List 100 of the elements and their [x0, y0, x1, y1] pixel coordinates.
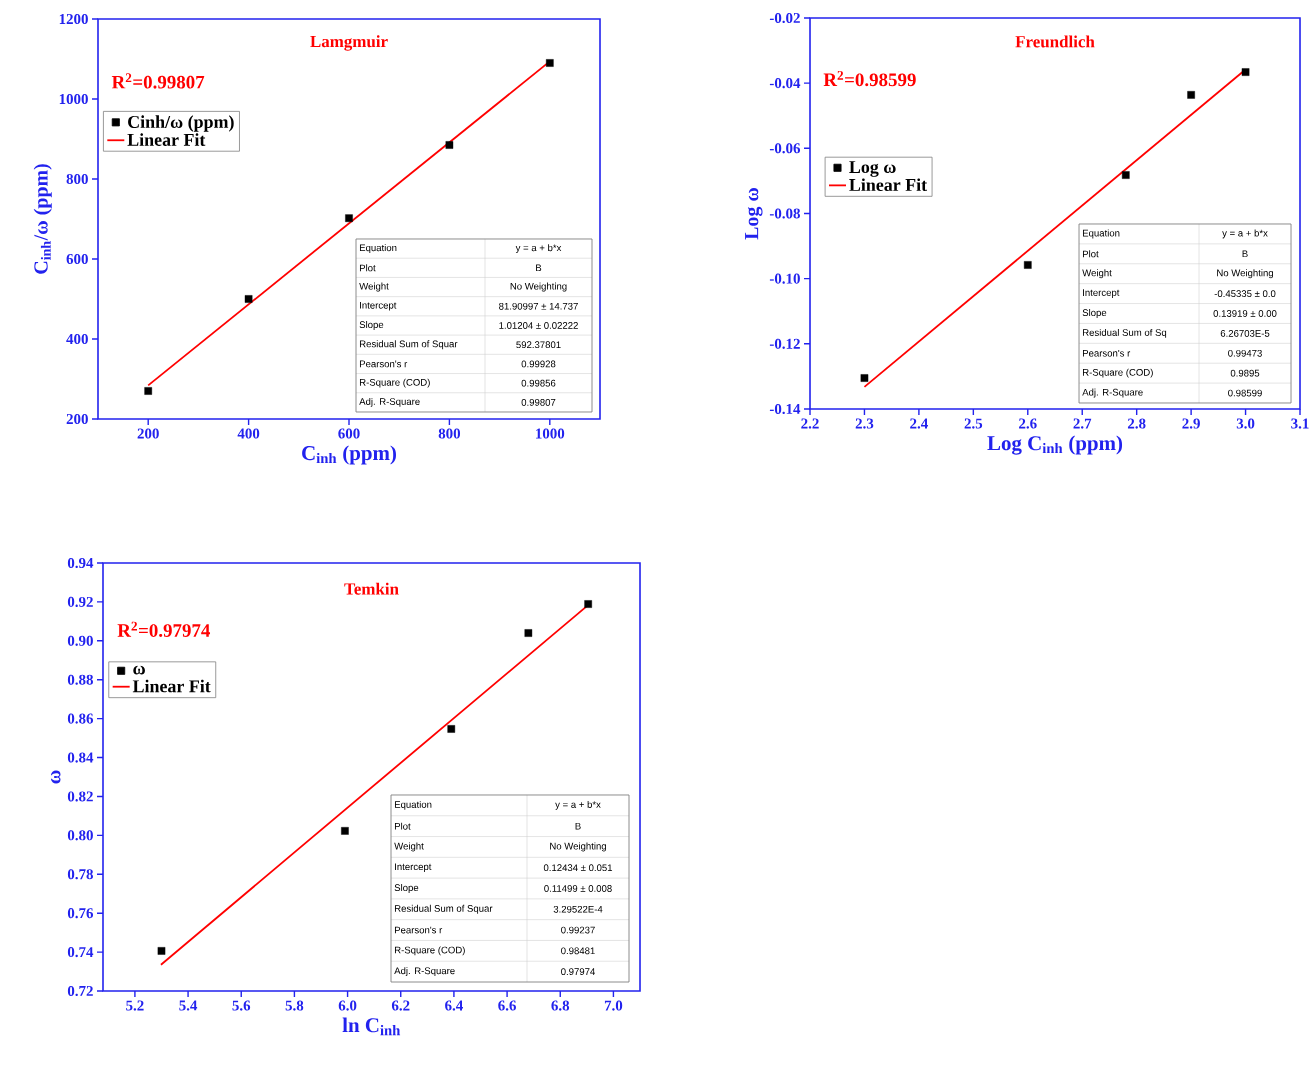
annotation: 0.99237	[561, 926, 595, 934]
annotation: 0.11499 ± 0.008	[544, 885, 612, 892]
point	[524, 629, 533, 637]
annotation: 0.99807	[521, 399, 556, 406]
x-tick-label: 6.8	[551, 1000, 570, 1011]
x-tick-label: 2.4	[910, 418, 928, 429]
annotation: 81.90997 ± 14.737	[499, 302, 578, 310]
annotation: 0.12434 ± 0.051	[543, 864, 613, 872]
y-tick-label: -0.12	[769, 338, 800, 349]
y-tick-label: 0.80	[67, 830, 93, 841]
y-tick-label: 0.86	[67, 713, 94, 724]
y-tick-label: 0.72	[67, 985, 93, 997]
x-tick-label: 2.6	[1019, 418, 1037, 429]
annotation: Adj. R-Square	[359, 397, 420, 407]
annotation: Equation	[394, 800, 432, 810]
annotation: Intercept	[395, 863, 432, 872]
annotation: Pearson's r	[359, 360, 408, 368]
y-tick-label: -0.04	[769, 78, 801, 89]
legend-label: ω	[133, 665, 145, 675]
point	[157, 947, 166, 955]
x-tick-label: 5.8	[285, 1000, 304, 1011]
annotation: 592.37801	[516, 341, 561, 349]
text: Temkin	[344, 582, 399, 595]
annotation: 0.9895	[1230, 369, 1260, 377]
x-tick-label: 2.9	[1182, 418, 1200, 429]
x-tick-label: 5.4	[179, 1000, 198, 1011]
annotation: Adj. R-Square	[394, 967, 455, 977]
x-tick-label: 3.1	[1291, 418, 1309, 429]
annotation: R$^{2}$=0.99807	[111, 73, 205, 89]
annotation: R$^{2}$=0.98599	[823, 70, 916, 87]
annotation: B	[575, 822, 581, 830]
annotation: R-Square (COD)	[1082, 368, 1153, 378]
x-axis-title: Log C$_{inh}$ (ppm)	[987, 435, 1123, 455]
x-tick-label: 800	[438, 428, 461, 439]
annotation: 0.98599	[1228, 389, 1262, 397]
point	[860, 374, 869, 382]
annotation: Equation	[1082, 229, 1120, 239]
y-tick-label: -0.14	[769, 403, 801, 415]
y-tick-label: 0.92	[67, 596, 93, 607]
point	[244, 295, 253, 303]
y-tick-label: 0.88	[67, 674, 93, 685]
annotation: Weight	[359, 282, 389, 292]
y-tick-label: 0.74	[67, 947, 94, 958]
annotation: 0.97974	[561, 968, 595, 975]
text: Freundlich	[1015, 35, 1095, 48]
x-tick-label: 6.4	[445, 1000, 463, 1011]
y-tick-label: 1000	[59, 93, 88, 105]
y-tick-label: 0.76	[67, 908, 94, 919]
y-tick-label: 0.84	[67, 752, 94, 763]
y-tick-label: 1200	[59, 13, 88, 25]
x-tick-label: 3.0	[1236, 418, 1255, 429]
annotation: 0.13919 ± 0.00	[1213, 310, 1277, 317]
annotation: Pearson's r	[1082, 349, 1131, 357]
y-tick-label: -0.06	[769, 143, 801, 154]
legend-label: Log ω	[849, 161, 896, 177]
x-tick-label: 2.5	[964, 418, 983, 429]
annotation: Equation	[359, 244, 397, 254]
annotation: No Weighting	[510, 282, 567, 292]
x-tick-label: 2.2	[801, 418, 819, 429]
annotation: 0.99928	[521, 360, 556, 368]
x-axis-title: ln C$_{inh}$	[342, 1017, 401, 1036]
x-tick-label: 5.2	[126, 1000, 144, 1011]
x-axis-title: C$_{inh}$ (ppm)	[302, 445, 396, 465]
y-tick-label: -0.10	[769, 273, 800, 284]
point	[345, 214, 353, 222]
point	[1023, 261, 1032, 269]
x-tick-label: 2.7	[1073, 418, 1092, 429]
x-tick-label: 2.8	[1127, 418, 1146, 429]
annotation: Residual Sum of Sq	[1082, 328, 1167, 338]
annotation: y = a + b*x	[555, 800, 601, 810]
annotation: Slope	[1082, 309, 1107, 318]
annotation: Intercept	[360, 301, 397, 311]
annotation: 3.29522E-4	[553, 905, 603, 913]
annotation: Slope	[359, 321, 384, 330]
annotation: Plot	[394, 822, 411, 830]
text: Lamgmuir	[310, 35, 388, 51]
point	[584, 600, 592, 608]
y-tick-label: 0.82	[67, 791, 93, 802]
legend-label: Cinh/ω (ppm)	[128, 115, 234, 132]
annotation: Plot	[1082, 250, 1099, 258]
annotation: 0.99473	[1228, 349, 1262, 357]
x-tick-label: 200	[137, 428, 159, 439]
annotation: R-Square (COD)	[359, 378, 430, 388]
y-tick-label: 0.90	[67, 635, 93, 646]
y-tick-label: -0.08	[769, 208, 800, 219]
annotation: Adj. R-Square	[1082, 388, 1143, 398]
point	[546, 59, 554, 67]
annotation: R-Square (COD)	[394, 946, 465, 956]
x-tick-label: 6.0	[338, 1000, 357, 1011]
annotation: B	[1242, 250, 1248, 258]
legend-label: Linear Fit	[132, 679, 211, 693]
annotation: 6.26703E-5	[1220, 330, 1270, 337]
annotation: R$^{2}$=0.97974	[117, 621, 211, 637]
annotation: No Weighting	[550, 842, 606, 852]
y-axis-title: ω	[50, 770, 61, 784]
annotation: Plot	[359, 264, 376, 272]
annotation: B	[536, 264, 542, 272]
y-tick-label: -0.02	[769, 12, 800, 24]
point	[1121, 171, 1130, 179]
x-tick-label: 600	[338, 428, 360, 439]
